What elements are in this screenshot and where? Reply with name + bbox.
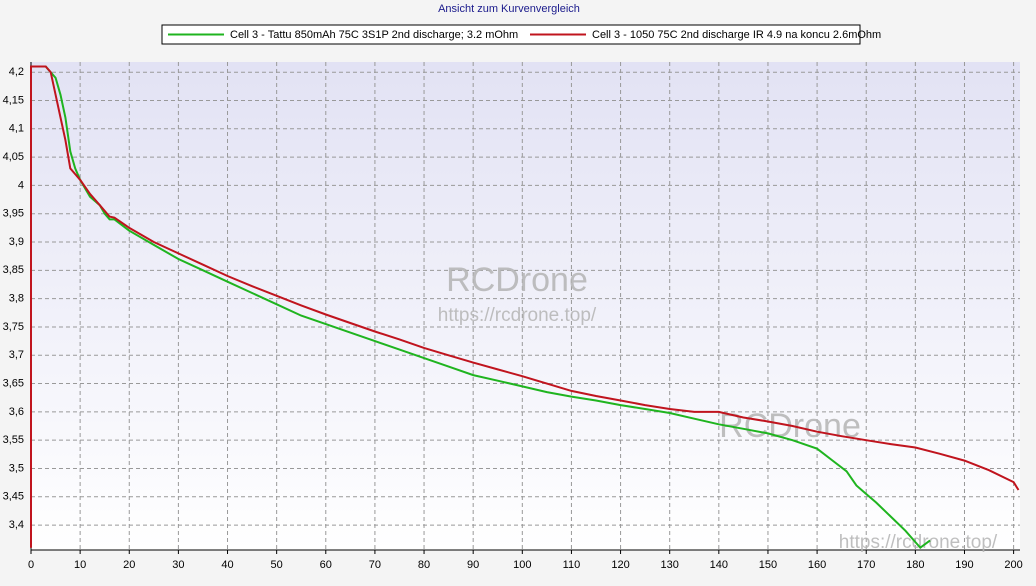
chart-title: Ansicht zum Kurvenvergleich	[438, 3, 580, 15]
y-tick-label: 3,8	[9, 293, 24, 305]
x-tick-label: 20	[123, 559, 135, 571]
x-tick-label: 40	[221, 559, 233, 571]
x-tick-label: 140	[710, 559, 728, 571]
y-tick-label: 3,85	[3, 264, 24, 276]
legend-label: Cell 3 - Tattu 850mAh 75C 3S1P 2nd disch…	[230, 29, 518, 41]
legend-label: Cell 3 - 1050 75C 2nd discharge IR 4.9 n…	[592, 29, 881, 41]
y-tick-label: 3,65	[3, 377, 24, 389]
x-tick-label: 10	[74, 559, 86, 571]
x-tick-label: 130	[661, 559, 679, 571]
x-tick-label: 50	[271, 559, 283, 571]
x-tick-label: 70	[369, 559, 381, 571]
x-tick-label: 80	[418, 559, 430, 571]
data-line	[30, 65, 1020, 548]
x-tick-label: 180	[906, 559, 924, 571]
x-tick-label: 0	[28, 559, 34, 571]
y-tick-label: 4,2	[9, 66, 24, 78]
y-tick-label: 3,7	[9, 349, 24, 361]
y-tick-label: 3,4	[9, 519, 24, 531]
x-tick-label: 170	[857, 559, 875, 571]
x-tick-label: 190	[955, 559, 973, 571]
x-tick-label: 160	[808, 559, 826, 571]
legend	[161, 24, 861, 45]
watermark: RCDrone	[446, 261, 588, 299]
x-tick-label: 90	[467, 559, 479, 571]
y-tick-label: 3,6	[9, 406, 24, 418]
y-tick-label: 3,95	[3, 208, 24, 220]
x-tick-label: 120	[611, 559, 629, 571]
data-line	[31, 65, 931, 550]
y-tick-label: 3,55	[3, 434, 24, 446]
x-tick-label: 60	[320, 559, 332, 571]
y-tick-label: 3,5	[9, 462, 24, 474]
y-tick-label: 4	[18, 179, 24, 191]
y-tick-label: 4,05	[3, 151, 24, 163]
y-tick-label: 4,15	[3, 94, 24, 106]
x-tick-label: 30	[172, 559, 184, 571]
x-tick-label: 150	[759, 559, 777, 571]
y-tick-label: 3,45	[3, 491, 24, 503]
y-tick-label: 3,75	[3, 321, 24, 333]
watermark: https://rcdrone.top/	[438, 305, 597, 326]
x-tick-label: 110	[563, 559, 581, 571]
y-tick-label: 3,9	[9, 236, 24, 248]
watermark: https://rcdrone.top/	[839, 532, 998, 553]
layer: 3,4 3,45 3,5 3,55 3,6 3,65 3,7 3,75 3,8 3,85 3,9 3,…	[3, 29, 1023, 571]
y-tick-label: 4,1	[9, 123, 24, 135]
x-tick-label: 200	[1004, 559, 1022, 571]
x-tick-label: 100	[513, 559, 531, 571]
